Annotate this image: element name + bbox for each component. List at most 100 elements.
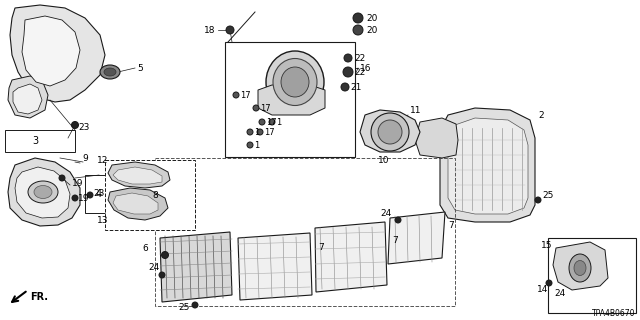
Circle shape bbox=[343, 67, 353, 77]
Circle shape bbox=[72, 195, 78, 201]
Text: TPA4B0670: TPA4B0670 bbox=[591, 309, 635, 318]
Text: 24: 24 bbox=[381, 209, 392, 218]
Polygon shape bbox=[22, 16, 80, 86]
Text: 19: 19 bbox=[72, 179, 83, 188]
Polygon shape bbox=[13, 84, 42, 114]
Polygon shape bbox=[10, 5, 105, 102]
Text: 1: 1 bbox=[276, 117, 281, 126]
Circle shape bbox=[259, 119, 265, 125]
Bar bbox=[105, 160, 195, 230]
Ellipse shape bbox=[273, 59, 317, 106]
Text: 12: 12 bbox=[97, 156, 108, 164]
Circle shape bbox=[192, 302, 198, 308]
Polygon shape bbox=[108, 188, 168, 220]
Circle shape bbox=[353, 25, 363, 35]
Text: 14: 14 bbox=[536, 285, 548, 294]
Circle shape bbox=[341, 83, 349, 91]
Text: 17: 17 bbox=[264, 127, 275, 137]
Text: 7: 7 bbox=[392, 236, 397, 244]
Polygon shape bbox=[160, 232, 232, 302]
Polygon shape bbox=[448, 118, 528, 214]
Text: 17: 17 bbox=[260, 103, 271, 113]
Text: 16: 16 bbox=[360, 63, 371, 73]
Circle shape bbox=[233, 92, 239, 98]
Text: 20: 20 bbox=[366, 13, 378, 22]
Text: 4: 4 bbox=[96, 189, 102, 199]
Text: 2: 2 bbox=[538, 110, 543, 119]
Text: 18: 18 bbox=[204, 26, 215, 35]
Polygon shape bbox=[415, 118, 458, 158]
Circle shape bbox=[87, 192, 93, 198]
Circle shape bbox=[253, 105, 259, 111]
Text: 24: 24 bbox=[554, 290, 565, 299]
Text: 25: 25 bbox=[179, 303, 190, 313]
Polygon shape bbox=[8, 158, 80, 226]
Ellipse shape bbox=[28, 181, 58, 203]
Text: 22: 22 bbox=[354, 53, 365, 62]
Text: 23: 23 bbox=[78, 123, 90, 132]
Text: 6: 6 bbox=[142, 244, 148, 252]
Text: 1: 1 bbox=[254, 127, 259, 137]
Text: 3: 3 bbox=[32, 136, 38, 146]
Bar bbox=[5, 130, 75, 152]
Text: 9: 9 bbox=[82, 154, 88, 163]
Bar bbox=[225, 42, 355, 157]
Circle shape bbox=[226, 26, 234, 34]
Text: 17: 17 bbox=[266, 117, 276, 126]
Text: 19: 19 bbox=[78, 194, 90, 203]
Circle shape bbox=[344, 54, 352, 62]
Ellipse shape bbox=[569, 254, 591, 282]
Text: 24: 24 bbox=[148, 263, 160, 273]
Text: 20: 20 bbox=[366, 26, 378, 35]
Circle shape bbox=[72, 122, 79, 129]
Ellipse shape bbox=[34, 186, 52, 198]
Polygon shape bbox=[113, 167, 162, 184]
Polygon shape bbox=[108, 162, 170, 188]
Polygon shape bbox=[388, 212, 445, 264]
Circle shape bbox=[159, 272, 165, 278]
Polygon shape bbox=[238, 233, 312, 300]
Circle shape bbox=[257, 129, 263, 135]
Text: 23: 23 bbox=[93, 188, 104, 197]
Bar bbox=[155, 158, 455, 306]
Ellipse shape bbox=[371, 113, 409, 151]
Text: 11: 11 bbox=[410, 106, 422, 115]
Ellipse shape bbox=[378, 120, 402, 144]
Circle shape bbox=[59, 175, 65, 181]
Polygon shape bbox=[113, 193, 158, 214]
Text: 8: 8 bbox=[152, 190, 158, 199]
Text: 10: 10 bbox=[378, 156, 390, 164]
Text: 21: 21 bbox=[350, 83, 362, 92]
Polygon shape bbox=[553, 242, 608, 290]
Ellipse shape bbox=[281, 67, 309, 97]
Text: 7: 7 bbox=[448, 220, 454, 229]
Ellipse shape bbox=[100, 65, 120, 79]
Text: 25: 25 bbox=[542, 190, 554, 199]
Circle shape bbox=[395, 217, 401, 223]
Text: 15: 15 bbox=[541, 241, 552, 250]
Polygon shape bbox=[15, 167, 70, 218]
Circle shape bbox=[535, 197, 541, 203]
Polygon shape bbox=[440, 108, 535, 222]
Ellipse shape bbox=[266, 51, 324, 113]
Ellipse shape bbox=[574, 260, 586, 276]
Circle shape bbox=[269, 119, 275, 125]
Polygon shape bbox=[315, 222, 387, 292]
Circle shape bbox=[546, 280, 552, 286]
Polygon shape bbox=[258, 85, 325, 115]
Polygon shape bbox=[8, 76, 48, 118]
Text: 7: 7 bbox=[318, 243, 324, 252]
Text: 5: 5 bbox=[137, 63, 143, 73]
Ellipse shape bbox=[104, 68, 116, 76]
Bar bbox=[548, 238, 636, 313]
Text: 13: 13 bbox=[97, 215, 108, 225]
Circle shape bbox=[161, 252, 168, 259]
Text: 17: 17 bbox=[240, 91, 251, 100]
Text: FR.: FR. bbox=[30, 292, 48, 302]
Polygon shape bbox=[360, 110, 420, 152]
Text: 1: 1 bbox=[254, 140, 259, 149]
Text: 22: 22 bbox=[354, 68, 365, 76]
Circle shape bbox=[247, 142, 253, 148]
Bar bbox=[85, 175, 113, 213]
Circle shape bbox=[247, 129, 253, 135]
